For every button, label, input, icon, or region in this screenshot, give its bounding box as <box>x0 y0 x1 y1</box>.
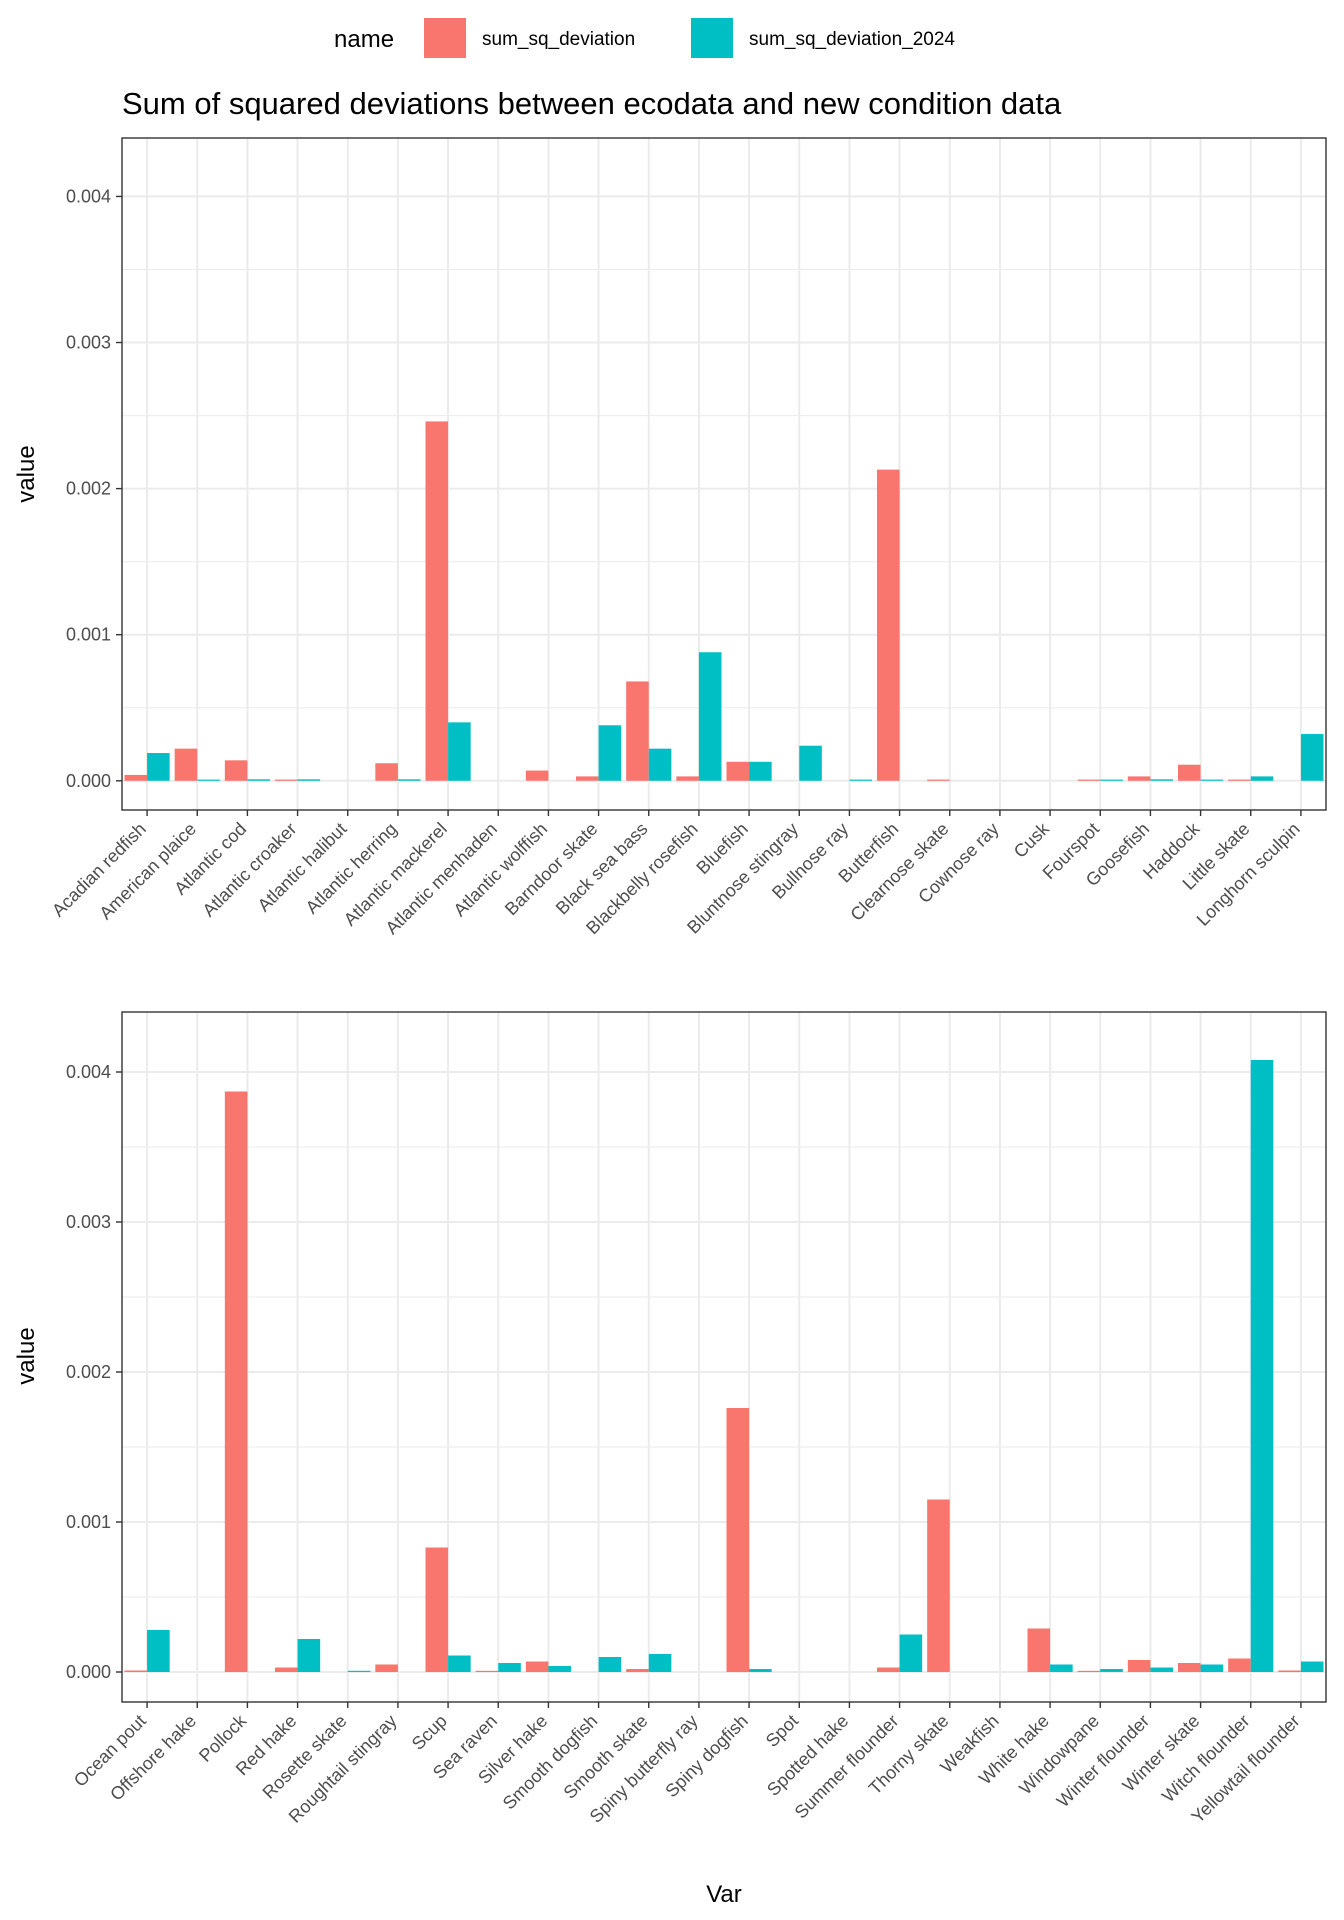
bar-sum-sq-deviation-black-sea-bass <box>626 681 649 781</box>
bar-sum-sq-deviation-atlantic-herring <box>375 763 398 781</box>
bar-sum-sq-deviation-2024-ocean-pout <box>147 1630 170 1672</box>
y-tick-label: 0.002 <box>66 479 111 499</box>
y-axis-title: value <box>13 445 40 502</box>
bar-sum-sq-deviation-2024-windowpane <box>1100 1669 1123 1672</box>
bar-sum-sq-deviation-2024-summer-flounder <box>899 1634 923 1672</box>
bar-sum-sq-deviation-fourspot <box>1077 779 1101 781</box>
bar-sum-sq-deviation-2024-atlantic-cod <box>247 779 270 781</box>
bar-sum-sq-deviation-2024-goosefish <box>1150 779 1173 781</box>
bar-sum-sq-deviation-2024-witch-flounder <box>1250 1060 1274 1672</box>
panel-border <box>121 1011 1327 1703</box>
y-tick-label: 0.003 <box>66 333 111 353</box>
bar-sum-sq-deviation-sea-raven <box>475 1670 499 1672</box>
bar-sum-sq-deviation-2024-bluefish <box>749 761 772 781</box>
y-tick-label: 0.001 <box>66 625 111 645</box>
bar-sum-sq-deviation-2024-bluntnose-stingray <box>799 745 822 781</box>
bar-sum-sq-deviation-bluefish <box>726 761 750 781</box>
bar-sum-sq-deviation-2024-haddock <box>1200 779 1224 781</box>
y-tick-label: 0.004 <box>66 1062 111 1082</box>
bar-sum-sq-deviation-ocean-pout <box>124 1670 148 1672</box>
bar-sum-sq-deviation-2024-rosette-skate <box>347 1670 371 1672</box>
bar-sum-sq-deviation-2024-sea-raven <box>498 1663 521 1672</box>
bar-sum-sq-deviation-witch-flounder <box>1228 1658 1251 1672</box>
legend-label-sum-sq-deviation: sum_sq_deviation <box>482 29 635 50</box>
bar-sum-sq-deviation-2024-scup <box>448 1655 471 1672</box>
x-axis-title: Var <box>706 1881 742 1908</box>
bar-sum-sq-deviation-silver-hake <box>525 1661 549 1672</box>
bar-sum-sq-deviation-winter-flounder <box>1127 1660 1151 1672</box>
y-tick-label: 0.002 <box>66 1362 111 1382</box>
legend: name sum_sq_deviation sum_sq_deviation_2… <box>334 18 955 58</box>
bar-sum-sq-deviation-2024-silver-hake <box>548 1666 571 1672</box>
y-axis-title: value <box>13 1327 40 1384</box>
bar-sum-sq-deviation-butterfish <box>877 469 900 781</box>
bar-sum-sq-deviation-2024-fourspot <box>1100 779 1123 781</box>
bar-sum-sq-deviation-scup <box>425 1547 449 1672</box>
bar-sum-sq-deviation-windowpane <box>1077 1670 1101 1672</box>
y-tick-label: 0.000 <box>66 771 111 791</box>
legend-key-sum-sq-deviation-2024 <box>691 18 733 58</box>
bar-sum-sq-deviation-atlantic-croaker <box>275 779 298 781</box>
bar-sum-sq-deviation-roughtail-stingray <box>375 1664 398 1672</box>
bar-sum-sq-deviation-2024-bullnose-ray <box>849 779 872 781</box>
panel-border <box>121 137 1327 811</box>
bar-sum-sq-deviation-2024-winter-flounder <box>1150 1667 1173 1672</box>
bar-sum-sq-deviation-smooth-skate <box>626 1669 649 1672</box>
bar-sum-sq-deviation-atlantic-mackerel <box>425 421 449 781</box>
panel-background <box>122 1012 1326 1702</box>
bar-sum-sq-deviation-2024-barndoor-skate <box>598 725 622 781</box>
y-tick-label: 0.000 <box>66 1662 111 1682</box>
bar-sum-sq-deviation-2024-atlantic-croaker <box>297 779 321 781</box>
bar-sum-sq-deviation-blackbelly-rosefish <box>676 776 699 781</box>
bar-sum-sq-deviation-atlantic-cod <box>224 760 248 781</box>
panel-background <box>122 138 1326 810</box>
bar-sum-sq-deviation-yellowtail-flounder <box>1278 1670 1301 1672</box>
bar-sum-sq-deviation-haddock <box>1178 764 1201 781</box>
bar-sum-sq-deviation-2024-white-hake <box>1050 1664 1073 1672</box>
bar-sum-sq-deviation-2024-atlantic-herring <box>397 779 421 781</box>
y-tick-label: 0.001 <box>66 1512 111 1532</box>
bar-sum-sq-deviation-barndoor-skate <box>576 776 599 781</box>
bar-sum-sq-deviation-2024-black-sea-bass <box>648 748 672 781</box>
bar-sum-sq-deviation-2024-longhorn-sculpin <box>1300 734 1324 781</box>
bar-sum-sq-deviation-thorny-skate <box>927 1499 950 1672</box>
bar-sum-sq-deviation-acadian-redfish <box>124 774 148 781</box>
bar-sum-sq-deviation-2024-atlantic-mackerel <box>448 722 471 781</box>
bar-sum-sq-deviation-clearnose-skate <box>927 779 950 781</box>
bar-sum-sq-deviation-2024-red-hake <box>297 1639 321 1672</box>
bar-sum-sq-deviation-spiny-dogfish <box>726 1408 750 1672</box>
bar-sum-sq-deviation-white-hake <box>1027 1628 1051 1672</box>
bar-sum-sq-deviation-pollock <box>224 1091 248 1672</box>
bar-sum-sq-deviation-2024-little-skate <box>1250 776 1274 781</box>
bar-sum-sq-deviation-little-skate <box>1228 779 1251 781</box>
bar-sum-sq-deviation-american-plaice <box>174 748 198 781</box>
y-tick-label: 0.003 <box>66 1212 111 1232</box>
bar-sum-sq-deviation-winter-skate <box>1178 1663 1201 1672</box>
y-tick-label: 0.004 <box>66 186 111 206</box>
bar-sum-sq-deviation-summer-flounder <box>877 1667 900 1672</box>
bar-sum-sq-deviation-red-hake <box>275 1667 298 1672</box>
bar-sum-sq-deviation-goosefish <box>1127 776 1151 781</box>
legend-title: name <box>334 26 394 53</box>
bar-sum-sq-deviation-2024-blackbelly-rosefish <box>698 652 722 781</box>
bar-sum-sq-deviation-2024-winter-skate <box>1200 1664 1224 1672</box>
legend-label-sum-sq-deviation-2024: sum_sq_deviation_2024 <box>749 29 955 50</box>
bar-sum-sq-deviation-2024-smooth-dogfish <box>598 1657 622 1672</box>
bar-sum-sq-deviation-2024-yellowtail-flounder <box>1300 1661 1324 1672</box>
bar-sum-sq-deviation-2024-spiny-dogfish <box>749 1669 772 1672</box>
bar-sum-sq-deviation-2024-american-plaice <box>197 779 220 781</box>
plot-title: Sum of squared deviations between ecodat… <box>122 86 1062 121</box>
legend-key-sum-sq-deviation <box>424 18 466 58</box>
bar-sum-sq-deviation-2024-smooth-skate <box>648 1654 672 1672</box>
bar-sum-sq-deviation-atlantic-wolffish <box>525 770 549 781</box>
bar-sum-sq-deviation-2024-acadian-redfish <box>147 753 170 781</box>
